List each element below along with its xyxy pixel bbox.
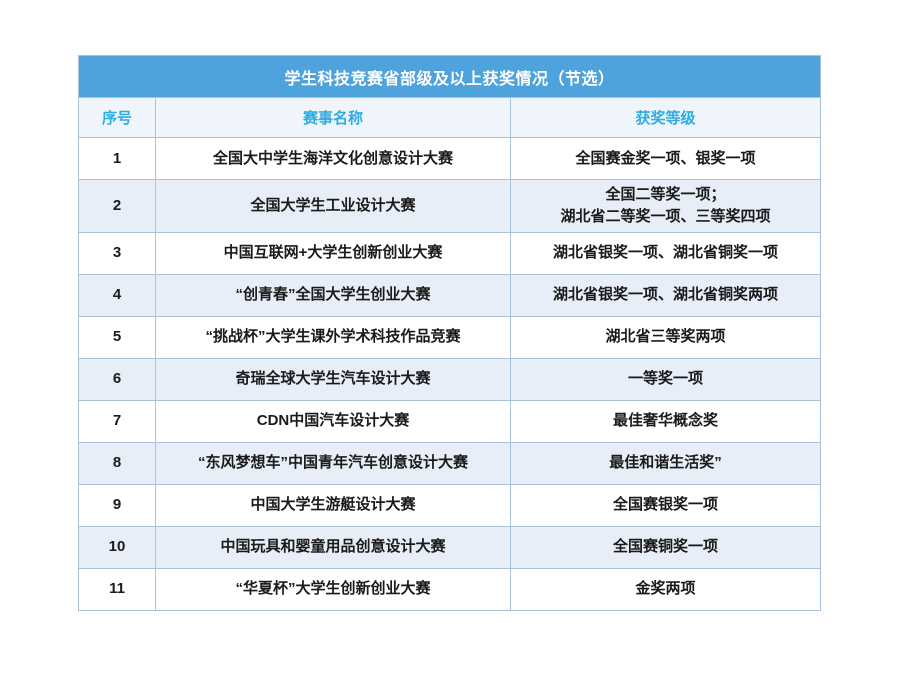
- cell-award-level: 一等奖一项: [510, 357, 821, 401]
- cell-award-level: 金奖两项: [510, 567, 821, 611]
- table-row: 5 “挑战杯”大学生课外学术科技作品竞赛 湖北省三等奖两项: [78, 315, 821, 359]
- table-title-row: 学生科技竞赛省部级及以上获奖情况（节选）: [78, 55, 821, 98]
- cell-row-number: 4: [78, 273, 156, 317]
- cell-competition-name: “创青春”全国大学生创业大赛: [155, 273, 511, 317]
- table-row: 4 “创青春”全国大学生创业大赛 湖北省银奖一项、湖北省铜奖两项: [78, 273, 821, 317]
- column-header-name: 赛事名称: [155, 97, 511, 138]
- table-header-row: 序号 赛事名称 获奖等级: [78, 97, 821, 138]
- cell-row-number: 9: [78, 483, 156, 527]
- cell-competition-name: CDN中国汽车设计大赛: [155, 399, 511, 443]
- cell-row-number: 2: [78, 179, 156, 233]
- cell-competition-name: “东风梦想车”中国青年汽车创意设计大赛: [155, 441, 511, 485]
- cell-row-number: 10: [78, 525, 156, 569]
- table-row: 8 “东风梦想车”中国青年汽车创意设计大赛 最佳和谐生活奖”: [78, 441, 821, 485]
- table-row: 6 奇瑞全球大学生汽车设计大赛 一等奖一项: [78, 357, 821, 401]
- column-header-no: 序号: [78, 97, 156, 138]
- table-row: 1 全国大中学生海洋文化创意设计大赛 全国赛金奖一项、银奖一项: [78, 137, 821, 180]
- cell-competition-name: 中国玩具和婴童用品创意设计大赛: [155, 525, 511, 569]
- cell-competition-name: “挑战杯”大学生课外学术科技作品竞赛: [155, 315, 511, 359]
- cell-award-level: 全国赛铜奖一项: [510, 525, 821, 569]
- column-header-award: 获奖等级: [510, 97, 821, 138]
- cell-competition-name: 中国互联网+大学生创新创业大赛: [155, 231, 511, 275]
- cell-competition-name: 全国大学生工业设计大赛: [155, 179, 511, 233]
- table-row: 11 “华夏杯”大学生创新创业大赛 金奖两项: [78, 567, 821, 611]
- cell-award-level: 全国赛银奖一项: [510, 483, 821, 527]
- cell-award-level: 最佳奢华概念奖: [510, 399, 821, 443]
- cell-row-number: 6: [78, 357, 156, 401]
- cell-award-level: 湖北省三等奖两项: [510, 315, 821, 359]
- award-table: 学生科技竞赛省部级及以上获奖情况（节选） 序号 赛事名称 获奖等级 1 全国大中…: [78, 55, 821, 611]
- cell-award-level: 湖北省银奖一项、湖北省铜奖一项: [510, 231, 821, 275]
- table-row: 2 全国大学生工业设计大赛 全国二等奖一项； 湖北省二等奖一项、三等奖四项: [78, 179, 821, 233]
- cell-competition-name: “华夏杯”大学生创新创业大赛: [155, 567, 511, 611]
- table-row: 7 CDN中国汽车设计大赛 最佳奢华概念奖: [78, 399, 821, 443]
- cell-row-number: 11: [78, 567, 156, 611]
- table-title: 学生科技竞赛省部级及以上获奖情况（节选）: [78, 55, 821, 98]
- cell-row-number: 7: [78, 399, 156, 443]
- cell-award-level: 湖北省银奖一项、湖北省铜奖两项: [510, 273, 821, 317]
- table-body: 1 全国大中学生海洋文化创意设计大赛 全国赛金奖一项、银奖一项 2 全国大学生工…: [78, 137, 821, 611]
- cell-award-level: 全国赛金奖一项、银奖一项: [510, 137, 821, 180]
- award-table-container: 学生科技竞赛省部级及以上获奖情况（节选） 序号 赛事名称 获奖等级 1 全国大中…: [78, 55, 821, 611]
- table-row: 9 中国大学生游艇设计大赛 全国赛银奖一项: [78, 483, 821, 527]
- cell-competition-name: 全国大中学生海洋文化创意设计大赛: [155, 137, 511, 180]
- cell-award-level: 最佳和谐生活奖”: [510, 441, 821, 485]
- cell-row-number: 8: [78, 441, 156, 485]
- cell-row-number: 3: [78, 231, 156, 275]
- cell-award-level: 全国二等奖一项； 湖北省二等奖一项、三等奖四项: [510, 179, 821, 233]
- table-row: 10 中国玩具和婴童用品创意设计大赛 全国赛铜奖一项: [78, 525, 821, 569]
- cell-row-number: 5: [78, 315, 156, 359]
- table-row: 3 中国互联网+大学生创新创业大赛 湖北省银奖一项、湖北省铜奖一项: [78, 231, 821, 275]
- cell-competition-name: 中国大学生游艇设计大赛: [155, 483, 511, 527]
- cell-row-number: 1: [78, 137, 156, 180]
- cell-competition-name: 奇瑞全球大学生汽车设计大赛: [155, 357, 511, 401]
